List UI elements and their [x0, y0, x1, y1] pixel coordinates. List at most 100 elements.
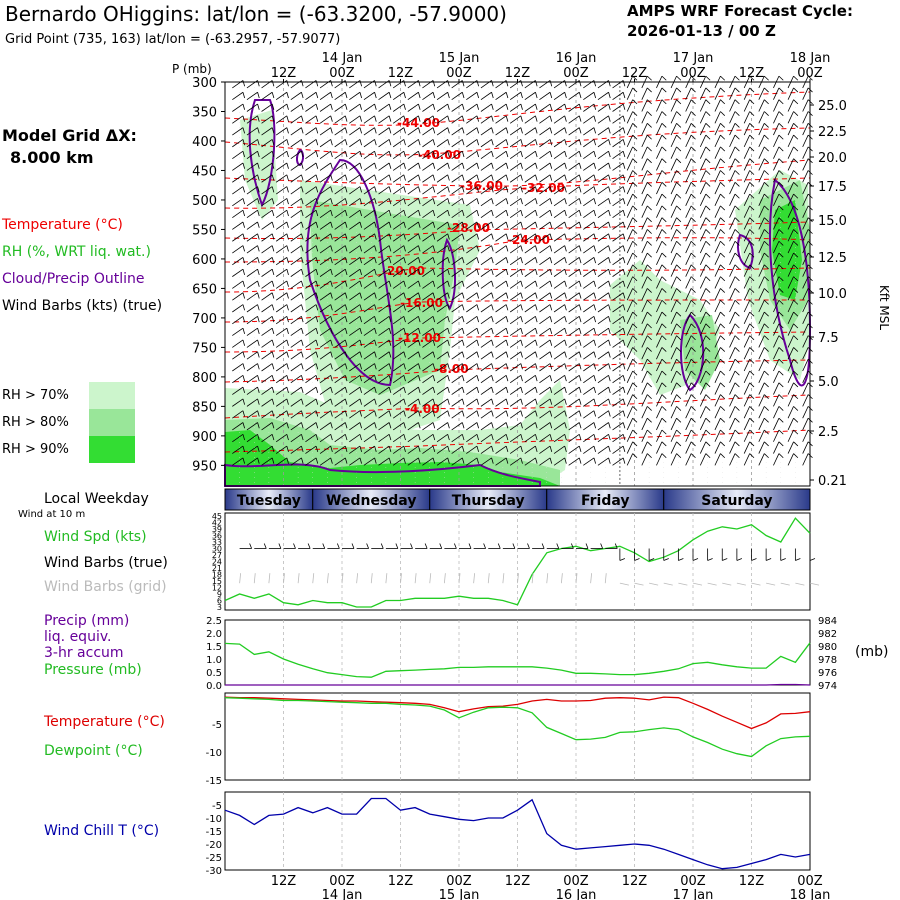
- wind-barb: [363, 398, 377, 407]
- wind-barb: [597, 292, 611, 301]
- wind-barb-flag: [403, 80, 406, 87]
- wind-barb-flag: [344, 115, 348, 122]
- wind-barb: [787, 358, 799, 372]
- top-time-tick: 12Z: [622, 66, 648, 81]
- model-grid-value: 8.000 km: [10, 148, 94, 167]
- wind-barb-flag: [720, 394, 726, 400]
- wind-barb-flag: [418, 245, 421, 252]
- wind-barb: [524, 221, 538, 230]
- temperature-contour-label: -16.00: [400, 296, 443, 310]
- wind-barb-flag: [286, 92, 289, 99]
- grid-wind-barb: [502, 573, 505, 584]
- wind-barb-staff: [422, 162, 434, 171]
- wind-barb: [539, 363, 553, 372]
- wind-barb-staff: [685, 205, 692, 218]
- wind-barb-flag: [476, 387, 480, 394]
- grid-point-subtitle: Grid Point (735, 163) lat/lon = (-63.295…: [5, 32, 341, 47]
- wind-barb-staff: [349, 174, 361, 183]
- wind-barb: [729, 170, 740, 183]
- wind-barb-flag: [476, 162, 480, 169]
- wind-barb-flag: [661, 75, 667, 81]
- wind-barb-flag: [286, 351, 289, 358]
- wind-barb-flag: [491, 127, 494, 134]
- wind-barb-flag: [257, 221, 260, 228]
- wind-barb-flag: [549, 92, 553, 99]
- wind-barb: [597, 304, 611, 313]
- height-tick-label: 25.0: [818, 99, 847, 114]
- wind-barb-flag: [374, 198, 377, 205]
- label-wind-chill: Wind Chill T (°C): [44, 823, 160, 839]
- wind-barb-flag: [432, 139, 436, 146]
- wind-barb: [466, 186, 480, 195]
- wind-barb-flag: [374, 280, 377, 287]
- wind-barb: [787, 252, 799, 266]
- wind-barb: [626, 323, 638, 336]
- wind-barb-flag: [608, 280, 611, 287]
- wind-barb: [334, 257, 348, 266]
- wind-barb: [758, 358, 769, 372]
- surface-wind-barb-flag: [619, 558, 626, 561]
- wind-barb-staff: [583, 174, 595, 183]
- wind-barb-staff: [670, 453, 677, 466]
- wind-barb-flag: [535, 363, 538, 370]
- wind-barb: [802, 123, 813, 136]
- wind-barb-flag: [447, 410, 450, 417]
- wind-barb-flag: [734, 111, 740, 116]
- wind-barb-staff: [232, 433, 244, 443]
- wind-barb-flag: [549, 245, 553, 252]
- wind-barb-staff: [422, 327, 434, 336]
- wind-barb-staff: [378, 386, 390, 395]
- wind-barb-flag: [242, 162, 246, 169]
- wind-barb-staff: [480, 209, 492, 218]
- wind-barb-staff: [305, 457, 317, 466]
- wind-barb: [319, 363, 333, 372]
- wind-barb-flag: [271, 445, 275, 452]
- wind-barb-flag: [286, 174, 289, 181]
- wind-barb-flag: [271, 92, 275, 99]
- wind-barb-staff: [466, 445, 478, 454]
- wind-barb-flag: [447, 457, 450, 464]
- wind-barb-staff: [363, 327, 375, 336]
- wind-barb-flag: [593, 410, 597, 417]
- wind-barb: [261, 398, 275, 407]
- wind-barb-flag: [418, 398, 421, 405]
- wind-barb-staff: [407, 139, 419, 148]
- wind-barb-flag: [793, 453, 799, 459]
- wind-barb-staff: [290, 257, 302, 266]
- wind-barb-staff: [451, 127, 463, 136]
- wind-barb-staff: [422, 233, 434, 242]
- wind-barb-staff: [275, 339, 288, 348]
- wind-barb-flag: [447, 445, 450, 452]
- wind-barb-staff: [290, 103, 302, 112]
- wind-barb-staff: [480, 139, 492, 148]
- wind-barb-staff: [407, 280, 419, 289]
- wind-barb-staff: [261, 115, 273, 124]
- wind-barb: [407, 245, 421, 254]
- wind-barb: [378, 233, 392, 242]
- grid-wind-barb: [473, 573, 476, 584]
- wind-barb-flag: [705, 323, 711, 329]
- wind-barb-staff: [568, 445, 580, 454]
- wind-barb-staff: [553, 268, 565, 277]
- wind-barb-flag: [432, 245, 436, 252]
- wind-barb-flag: [461, 198, 465, 205]
- wind-barb-staff: [743, 158, 751, 171]
- wind-barb-flag: [661, 99, 667, 105]
- height-tick-label: 2.5: [818, 425, 839, 440]
- wind-barb-flag: [330, 245, 333, 252]
- wind-barb-staff: [656, 123, 663, 136]
- wind-barb: [612, 316, 626, 325]
- wind-barb-staff: [583, 398, 595, 407]
- wind-barb-staff: [787, 441, 794, 454]
- wind-barb-staff: [407, 268, 419, 277]
- wind-barb-flag: [330, 221, 333, 228]
- wind-barb: [758, 323, 769, 336]
- wind-barb-flag: [690, 276, 696, 282]
- wind-barb-staff: [290, 280, 302, 289]
- wind-barb-staff: [466, 115, 478, 124]
- wind-chill-tick-label: -25: [206, 853, 222, 864]
- wind-barb-flag: [447, 198, 450, 205]
- wind-barb-staff: [670, 123, 677, 136]
- wind-barb: [524, 422, 538, 431]
- wind-barb-flag: [359, 422, 363, 429]
